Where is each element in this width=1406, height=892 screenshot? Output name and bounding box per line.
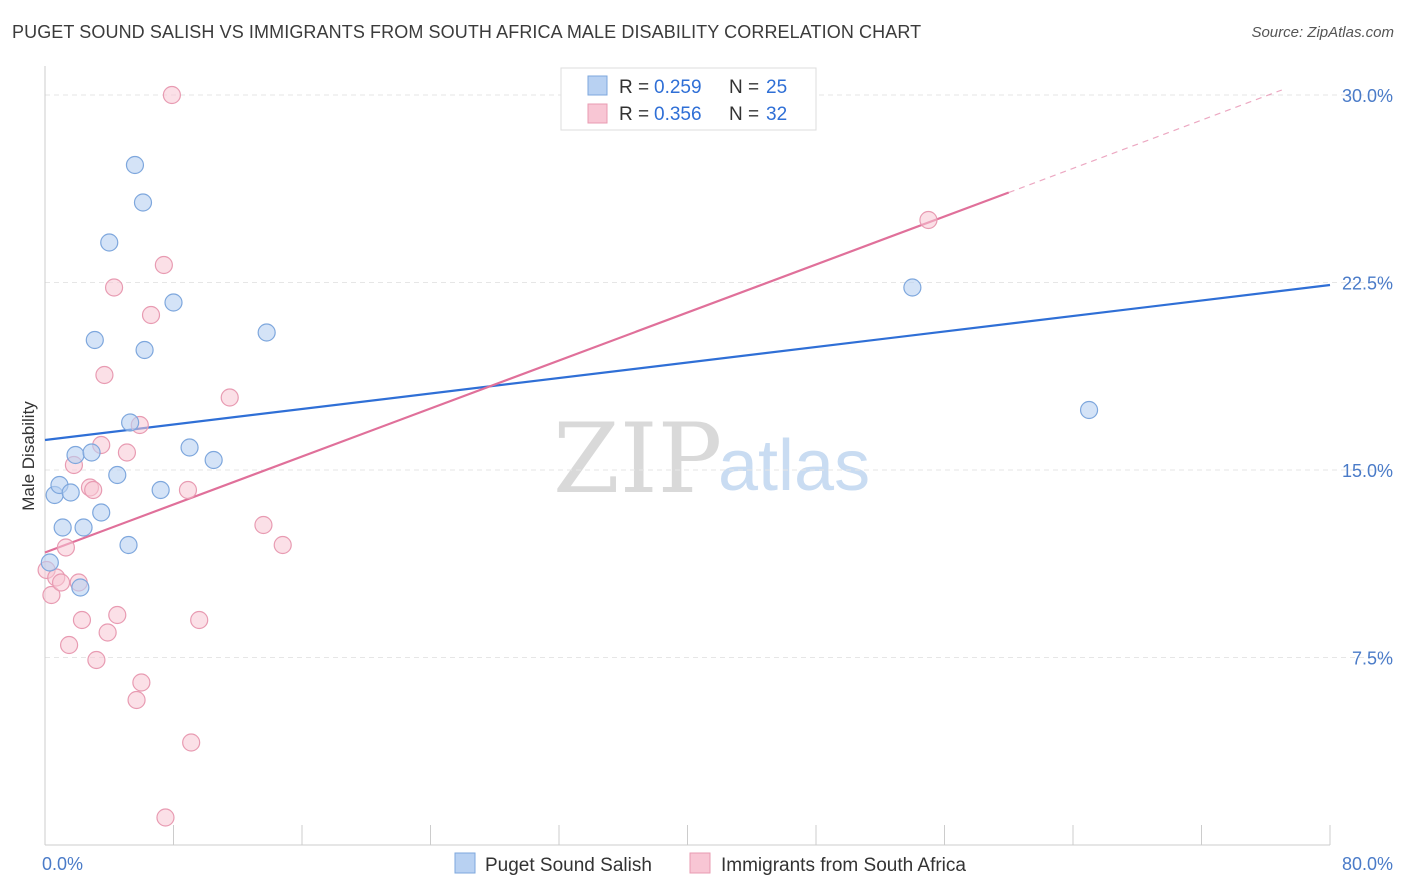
point-south-africa [59, 635, 79, 655]
point-south-africa [141, 305, 161, 325]
point-puget [135, 340, 154, 360]
trend-line-south-africa [44, 191, 1010, 554]
point-puget [1079, 400, 1099, 420]
legend-r-label-2: R = [619, 104, 649, 125]
y-axis-title: Male Disability [19, 401, 38, 511]
y-tick-label: 30.0% [1342, 86, 1393, 106]
y-tick-label: 7.5% [1352, 649, 1393, 669]
point-puget [151, 480, 170, 500]
x-tick-label-end: 80.0% [1342, 854, 1393, 874]
y-tick-label: 22.5% [1342, 274, 1393, 294]
source-label: Source: ZipAtlas.com [1251, 24, 1394, 41]
legend-swatch-south-africa [587, 103, 608, 124]
point-south-africa [108, 605, 127, 625]
point-south-africa [178, 480, 198, 500]
x-tick-labels: 0.0% 80.0% [42, 854, 1393, 874]
point-puget [121, 413, 140, 432]
legend-r-value-1: 0.259 [654, 77, 702, 98]
point-puget [133, 193, 153, 212]
point-south-africa [132, 673, 151, 692]
axes [44, 66, 1331, 846]
y-tick-labels: 7.5% 15.0% 22.5% 30.0% [1342, 86, 1393, 669]
gridlines [45, 94, 1395, 658]
point-south-africa [156, 808, 175, 827]
point-south-africa [919, 210, 938, 230]
point-puget [108, 465, 127, 485]
series-legend-swatch-south-africa [689, 852, 711, 874]
point-puget [119, 535, 138, 555]
stats-legend: R = 0.259 N = 25 R = 0.356 N = 32 [560, 67, 817, 131]
point-puget [204, 450, 223, 470]
point-south-africa [84, 480, 103, 500]
point-puget [903, 278, 922, 297]
point-south-africa [127, 690, 146, 710]
point-puget [180, 438, 199, 457]
point-puget [74, 518, 93, 537]
legend-n-value-2: 32 [766, 104, 787, 125]
trend-lines [44, 89, 1331, 554]
point-south-africa [42, 585, 61, 605]
point-puget [92, 503, 111, 522]
point-south-africa [117, 443, 137, 462]
watermark-atlas: atlas [718, 426, 870, 506]
legend-r-label-1: R = [619, 77, 649, 98]
trend-line-south-africa-extension [1008, 89, 1283, 194]
point-puget [85, 330, 104, 350]
legend-n-label-1: N = [729, 77, 759, 98]
trend-line-puget [44, 283, 1331, 442]
point-south-africa [51, 573, 71, 592]
point-puget [82, 443, 101, 462]
series-legend-swatch-puget [454, 852, 476, 874]
legend-swatch-puget [587, 75, 608, 96]
point-south-africa [162, 85, 181, 105]
point-south-africa [104, 278, 124, 297]
point-south-africa [254, 515, 273, 535]
series-legend-label-south-africa: Immigrants from South Africa [721, 855, 966, 876]
chart-title: PUGET SOUND SALISH VS IMMIGRANTS FROM SO… [12, 22, 922, 42]
legend-r-value-2: 0.356 [654, 104, 702, 125]
point-south-africa [220, 388, 239, 407]
point-puget [125, 155, 145, 175]
point-south-africa [56, 538, 75, 557]
series-legend-label-puget: Puget Sound Salish [485, 855, 652, 876]
series-legend: Puget Sound Salish Immigrants from South… [454, 852, 966, 876]
point-puget [40, 553, 59, 572]
point-puget [100, 233, 119, 252]
point-puget [71, 578, 90, 597]
point-south-africa [95, 365, 114, 385]
legend-n-value-1: 25 [766, 77, 787, 98]
point-puget [66, 445, 85, 465]
point-puget [61, 483, 80, 502]
legend-n-label-2: N = [729, 104, 759, 125]
point-south-africa [98, 623, 117, 642]
watermark: ZIP atlas [553, 403, 870, 515]
point-south-africa [87, 650, 106, 670]
point-south-africa [182, 733, 201, 752]
point-south-africa [190, 610, 209, 630]
point-puget [53, 518, 72, 537]
data-points [37, 85, 1099, 827]
x-tick-label-start: 0.0% [42, 854, 83, 874]
point-south-africa [273, 535, 292, 555]
point-south-africa [72, 610, 92, 630]
y-tick-label: 15.0% [1342, 461, 1393, 481]
watermark-zip: ZIP [553, 403, 722, 515]
point-puget [164, 293, 183, 312]
point-puget [257, 323, 276, 342]
point-south-africa [154, 255, 173, 275]
